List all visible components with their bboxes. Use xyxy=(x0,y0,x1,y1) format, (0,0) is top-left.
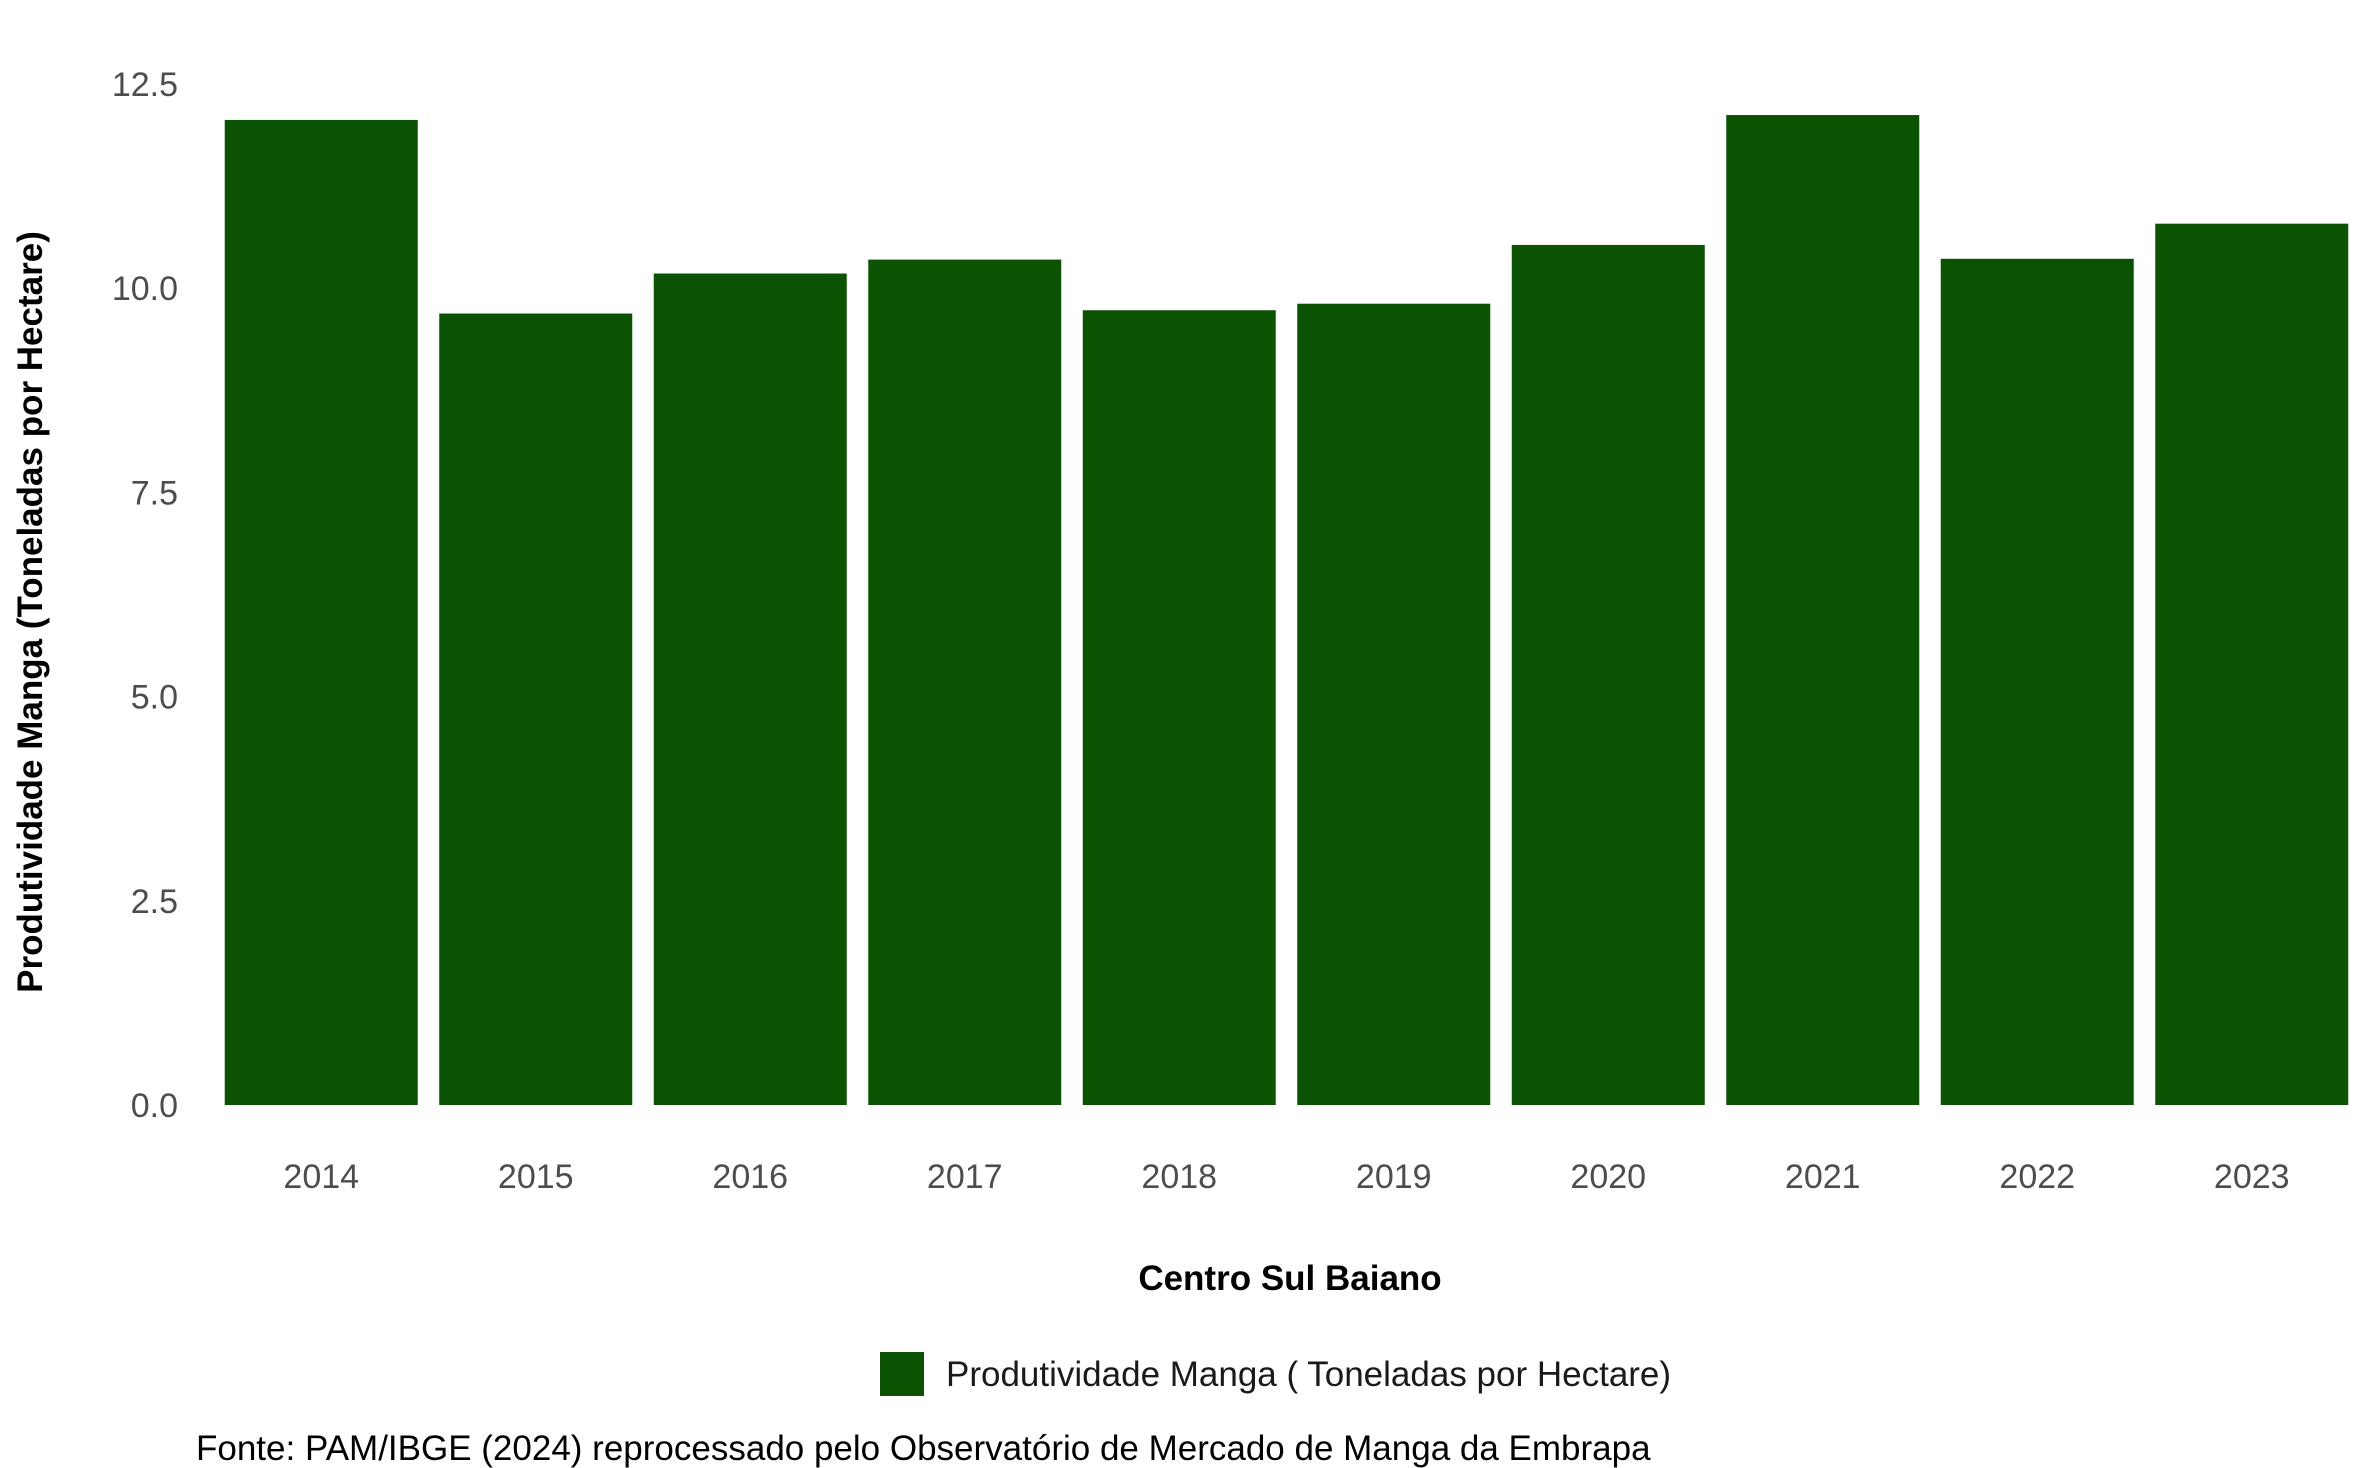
y-tick-label: 12.5 xyxy=(112,66,178,104)
x-axis-ticks: 2014 2015 2016 2017 2018 2019 2020 2021 2022 2023 xyxy=(283,1158,2289,1196)
x-tick-label: 2014 xyxy=(283,1158,359,1196)
x-tick-label: 2017 xyxy=(927,1158,1003,1196)
bar-2021 xyxy=(1726,115,1920,1106)
y-tick-label: 7.5 xyxy=(131,474,178,512)
legend-swatch xyxy=(880,1352,924,1396)
y-tick-label: 10.0 xyxy=(112,270,178,308)
bar-2015 xyxy=(439,313,633,1105)
x-tick-label: 2018 xyxy=(1141,1158,1217,1196)
x-tick-label: 2020 xyxy=(1570,1158,1646,1196)
bar-2018 xyxy=(1082,310,1276,1105)
bar-2020 xyxy=(1511,244,1705,1105)
x-tick-label: 2023 xyxy=(2214,1158,2290,1196)
y-tick-label: 0.0 xyxy=(131,1087,178,1125)
x-tick-label: 2015 xyxy=(498,1158,574,1196)
bar-2023 xyxy=(2155,223,2349,1106)
x-tick-label: 2022 xyxy=(1999,1158,2075,1196)
y-tick-label: 2.5 xyxy=(131,883,178,921)
legend-label: Produtividade Manga ( Toneladas por Hect… xyxy=(946,1355,1671,1394)
source-caption: Fonte: PAM/IBGE (2024) reprocessado pelo… xyxy=(196,1429,1651,1468)
bar-2017 xyxy=(868,259,1062,1105)
x-axis-title: Centro Sul Baiano xyxy=(1138,1259,1441,1298)
y-tick-label: 5.0 xyxy=(131,679,178,717)
bars-group xyxy=(224,115,2349,1106)
x-tick-label: 2021 xyxy=(1785,1158,1861,1196)
bar-2014 xyxy=(224,119,418,1105)
x-tick-label: 2016 xyxy=(712,1158,788,1196)
legend: Produtividade Manga ( Toneladas por Hect… xyxy=(880,1352,1671,1396)
bar-2019 xyxy=(1297,303,1491,1105)
x-tick-label: 2019 xyxy=(1356,1158,1432,1196)
y-axis-ticks: 0.0 2.5 5.0 7.5 10.0 12.5 xyxy=(112,66,178,1125)
bar-2016 xyxy=(653,273,847,1106)
bar-2022 xyxy=(1940,258,2134,1106)
y-axis-title: Produtividade Manga (Toneladas por Hecta… xyxy=(11,231,50,993)
